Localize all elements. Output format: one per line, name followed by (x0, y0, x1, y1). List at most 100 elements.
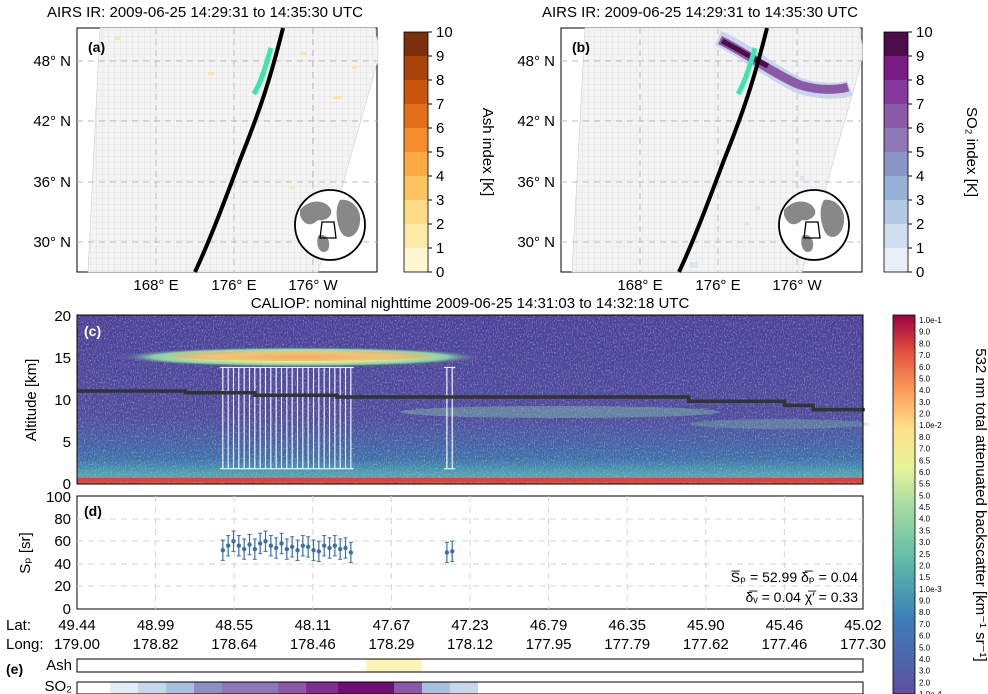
colorbar-tick-label: 10 (436, 24, 453, 41)
colorbar-c-tick-label: 8.0 (919, 433, 931, 442)
colorbar-swatch (884, 128, 908, 152)
colorbar-c-tick-label: 2.5 (919, 550, 931, 559)
colorbar-swatch (404, 56, 428, 80)
panel-b-lat-tick: 30° N (517, 234, 555, 251)
panel-c-colorbar-label: 532 nm total attenuated backscatter [km⁻… (972, 348, 988, 661)
panel-a-lon-tick: 176° E (211, 277, 256, 294)
panel-a-lon-tick: 176° W (288, 277, 338, 294)
colorbar-c-tick-label: 9.0 (919, 597, 931, 606)
colorbar-swatch (404, 248, 428, 272)
panel-d-ytick: 60 (54, 533, 71, 550)
sp-point (220, 548, 226, 553)
colorbar-c-tick-label: 7.0 (919, 620, 931, 629)
colorbar-tick-label: 10 (916, 24, 933, 41)
panel-a-inset-globe (294, 189, 366, 261)
colorbar-tick-label: 6 (436, 120, 444, 137)
long-tick-label: 177.79 (604, 636, 650, 653)
panel-e-label: (e) (6, 661, 23, 677)
so2-segment (306, 682, 338, 694)
panel-b-colorbar-label: SO₂ index [K] (963, 107, 980, 197)
lat-tick-label: 45.02 (844, 617, 882, 634)
panel-c-frame (76, 314, 864, 485)
panel-b-caliop-track (677, 27, 769, 273)
colorbar-swatch (884, 152, 908, 176)
x-tick-labels: 49.44 179.00 48.99 178.82 48.55 178.64 48.11 17… (54, 617, 886, 653)
colorbar-c-tick-label: 4.0 (919, 386, 931, 395)
colorbar-swatch (884, 56, 908, 80)
panel-c-column-markers (219, 366, 456, 470)
panel-c-ytick: 10 (54, 392, 71, 409)
colorbar-c-tick-label: 8.0 (919, 608, 931, 617)
so2-segment (394, 682, 422, 694)
colorbar-tick-label: 9 (436, 48, 444, 65)
long-tick-label: 178.29 (368, 636, 414, 653)
long-tick-label: 178.64 (211, 636, 257, 653)
panel-d: (d) 100 80 60 40 20 0 Sₚ [sr] S̅ₚ = 52.9… (17, 489, 864, 618)
panel-a-caliop-segment (251, 47, 274, 96)
long-tick-label: 177.46 (761, 636, 807, 653)
panel-a-title: AIRS IR: 2009-06-25 14:29:31 to 14:35:30… (47, 4, 363, 21)
panel-c-ash-cloud-core (170, 351, 430, 361)
long-tick-label: 177.95 (526, 636, 572, 653)
colorbar-c-tick-label: 2.0 (919, 561, 931, 570)
panel-b-inset-globe (778, 189, 850, 261)
panel-c-label: (c) (84, 323, 101, 339)
sp-point (295, 548, 300, 553)
lat-row-label: Lat: (6, 617, 31, 634)
panel-d-stat-line1: S̅ₚ = 52.99 δ̅ₚ = 0.04 (731, 569, 859, 585)
panel-c-lower-layer (400, 406, 720, 418)
long-tick-label: 179.00 (54, 636, 100, 653)
colorbar-tick-label: 3 (916, 192, 924, 209)
panel-b-lon-tick: 176° E (695, 277, 740, 294)
colorbar-c-tick-label: 5.0 (919, 491, 931, 500)
lat-tick-label: 46.79 (530, 617, 568, 634)
panel-b-so2-pixels (690, 176, 805, 268)
colorbar-tick-label: 4 (436, 168, 444, 185)
colorbar-swatch (404, 104, 428, 128)
colorbar-c-tick-label: 3.5 (919, 526, 931, 535)
colorbar-tick-label: 1 (916, 240, 924, 257)
colorbar-swatch (404, 152, 428, 176)
panel-d-ytick: 0 (63, 601, 71, 618)
panel-c-ylabel: Altitude [km] (23, 359, 40, 442)
colorbar-c-tick-label: 1.5 (919, 573, 931, 582)
panel-b-so2-plume-core (720, 38, 770, 69)
colorbar-tick-label: 7 (436, 96, 444, 113)
colorbar-swatch (884, 248, 908, 272)
colorbar-c-tick-label: 1.0e-3 (919, 585, 942, 594)
colorbar-tick-label: 0 (916, 264, 924, 281)
so2-bar-outline (76, 681, 864, 694)
long-tick-label: 178.12 (447, 636, 493, 653)
so2-segment (110, 682, 138, 694)
colorbar-swatch (404, 128, 428, 152)
sp-point (316, 549, 322, 554)
panel-c-ytick: 0 (63, 476, 71, 493)
panel-e-ash-bar-outline (76, 658, 864, 673)
so2-segment (450, 682, 478, 694)
colorbar-c-tick-label: 3.0 (919, 538, 931, 547)
so2-segment (138, 682, 166, 694)
panel-c-lower-layer2 (690, 419, 870, 429)
sp-point (236, 543, 242, 548)
colorbar-c-tick-label: 4.5 (919, 503, 931, 512)
colorbar-c-tick-label: 6.5 (919, 456, 931, 465)
panel-a-colorbar-label: Ash index [K] (479, 108, 496, 196)
so2-segment (278, 682, 306, 694)
panel-e-ash-highlight (366, 659, 422, 672)
so2-segment (166, 682, 194, 694)
panel-c-surface (77, 478, 863, 482)
panel-e: (e) Ash SO₂ (6, 657, 864, 694)
colorbar-c-tick-label: 3.0 (919, 667, 931, 676)
colorbar-tick-label: 2 (436, 216, 444, 233)
panel-b-lon-tick: 176° W (772, 277, 822, 294)
sp-point (321, 543, 327, 548)
panel-b-lat-tick: 36° N (517, 174, 555, 191)
lat-tick-label: 47.23 (451, 617, 489, 634)
sp-point (284, 546, 290, 552)
colorbar-swatch (884, 176, 908, 200)
panel-d-ytick: 40 (54, 556, 71, 573)
sp-point (300, 543, 306, 548)
colorbar-c-tick-label: 9.0 (919, 328, 931, 337)
